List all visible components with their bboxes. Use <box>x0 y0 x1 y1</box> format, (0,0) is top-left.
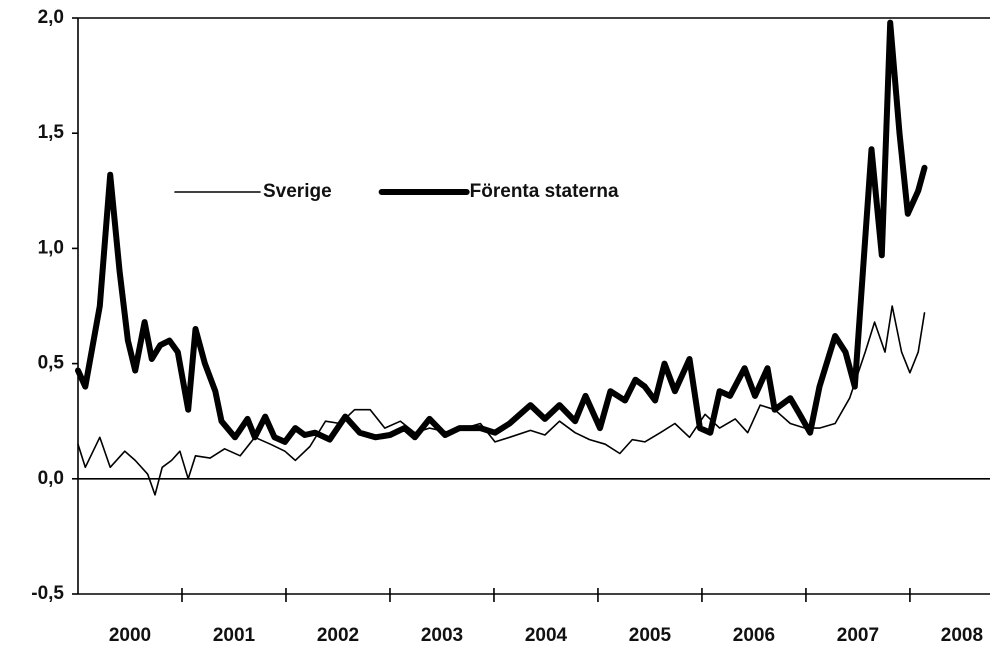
x-tick-label: 2004 <box>525 625 568 646</box>
x-tick-label: 2003 <box>421 625 463 646</box>
x-tick-label: 2000 <box>109 625 151 646</box>
y-tick-label: 0,5 <box>38 353 65 374</box>
x-tick-label: 2006 <box>733 625 775 646</box>
y-tick-label: -0,5 <box>31 583 64 604</box>
legend-label: Sverige <box>263 181 332 202</box>
series-line <box>75 19 928 445</box>
legend-label: Förenta staterna <box>470 181 619 202</box>
x-tick-label: 2002 <box>317 625 359 646</box>
y-tick-label: 1,5 <box>38 122 65 143</box>
y-tick-label: 0,0 <box>38 468 64 489</box>
y-tick-label: 2,0 <box>38 7 64 28</box>
series-line <box>77 305 926 496</box>
x-tick-label: 2001 <box>213 625 256 646</box>
y-tick-label: 1,0 <box>38 237 64 258</box>
x-tick-label: 2007 <box>837 625 879 646</box>
x-tick-label: 2008 <box>941 625 983 646</box>
x-tick-label: 2005 <box>629 625 672 646</box>
